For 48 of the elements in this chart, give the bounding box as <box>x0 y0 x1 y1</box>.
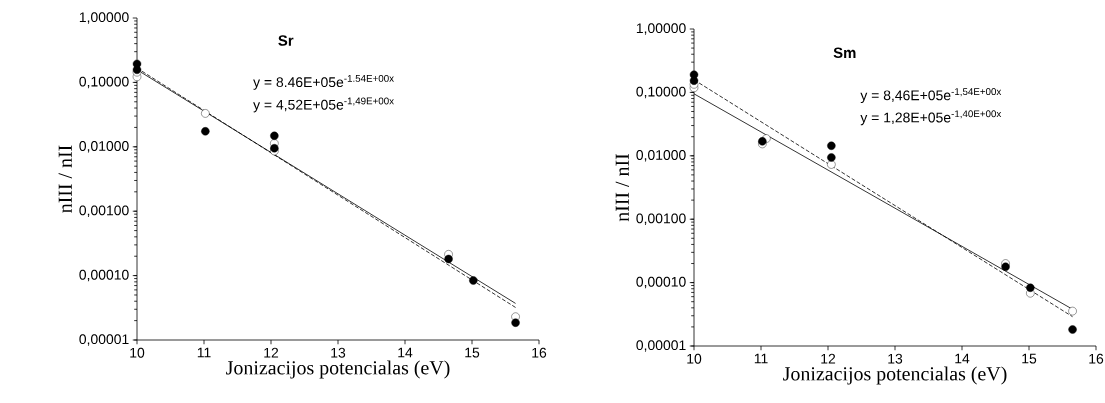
point <box>1068 306 1077 316</box>
annotation: y = 4,52E+05e$^{-1,49E+00x}$ <box>253 97 394 113</box>
x-tick-label: 15 <box>1022 353 1037 364</box>
text: Sm <box>833 47 856 59</box>
x-tick-label: 14 <box>398 347 413 358</box>
x-tick-label: 16 <box>532 347 547 358</box>
y-axis-title: nIII / nII <box>58 145 72 213</box>
point <box>827 153 836 162</box>
point <box>689 76 699 85</box>
y-tick-label: 0,00100 <box>79 205 129 217</box>
point <box>827 141 836 150</box>
x-axis-title: Jonizacijos potencialas (eV) <box>783 366 1007 385</box>
annotation: y = 1,28E+05e$^{-1,40E+00x}$ <box>860 110 1002 126</box>
y-tick-label: 0,10000 <box>636 86 686 99</box>
point <box>1026 283 1035 292</box>
x-tick-label: 14 <box>955 353 970 364</box>
y-axis-title: nIII / nII <box>615 153 629 222</box>
point <box>511 318 520 327</box>
y-tick-label: 1,00000 <box>636 23 686 35</box>
annotation: y = 8,46E+05e$^{-1,54E+00x}$ <box>860 88 1002 104</box>
x-tick-label: 11 <box>197 347 211 358</box>
y-tick-label: 0,01000 <box>636 150 686 162</box>
point <box>201 127 210 136</box>
y-tick-label: 0,00010 <box>636 276 686 289</box>
point <box>1068 325 1077 334</box>
x-tick-label: 13 <box>888 353 903 364</box>
y-tick-label: 0,00001 <box>636 340 686 352</box>
x-tick-label: 13 <box>331 347 346 358</box>
y-tick-label: 0,00001 <box>79 334 129 346</box>
point <box>469 276 478 285</box>
y-tick-label: 0,01000 <box>79 141 129 153</box>
point <box>201 109 210 118</box>
x-tick-label: 10 <box>130 347 145 358</box>
annotation: y = 8.46E+05e$^{-1.54E+00x}$ <box>253 74 394 90</box>
y-tick-label: 1,00000 <box>79 12 129 24</box>
point <box>444 254 453 264</box>
y-tick-label: 0,10000 <box>79 76 129 89</box>
x-tick-label: 12 <box>264 347 279 358</box>
x-tick-label: 12 <box>821 353 836 364</box>
point <box>270 131 279 141</box>
y-tick-label: 0,00100 <box>636 213 686 225</box>
text: Sr <box>278 35 294 46</box>
x-tick-label: 11 <box>754 353 768 364</box>
x-axis-title: Jonizacijos potencialas (eV) <box>226 360 450 379</box>
x-tick-label: 16 <box>1089 353 1104 364</box>
x-tick-label: 15 <box>465 347 480 358</box>
y-tick-label: 0,00010 <box>79 269 129 282</box>
x-tick-label: 10 <box>687 353 702 364</box>
